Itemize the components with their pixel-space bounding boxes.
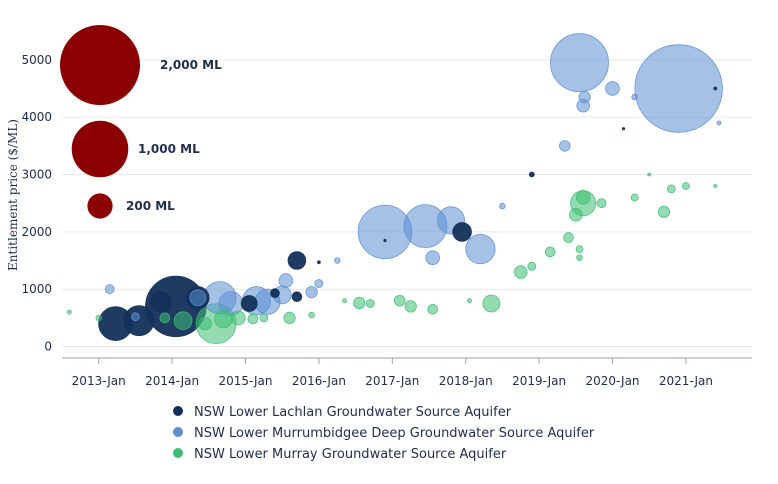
bubble-point bbox=[291, 291, 303, 303]
bubble-point bbox=[425, 250, 441, 266]
bubble-point bbox=[173, 311, 193, 331]
x-tick-label: 2013-Jan bbox=[72, 374, 126, 388]
bubble-point bbox=[104, 284, 115, 295]
y-axis-title: Entitlement price ($/ML) bbox=[6, 119, 20, 271]
bubble-point bbox=[596, 198, 607, 209]
bubble-point bbox=[528, 171, 535, 178]
bubble-point bbox=[527, 261, 537, 271]
bubble-point bbox=[269, 288, 280, 299]
bubble-point bbox=[365, 299, 375, 308]
x-tick-label: 2021-Jan bbox=[659, 374, 713, 388]
bubble-point bbox=[342, 298, 348, 304]
bubble-point bbox=[514, 265, 528, 279]
bubble-point bbox=[305, 285, 318, 299]
bubble-point bbox=[308, 311, 315, 319]
bubble-point bbox=[230, 310, 246, 326]
y-axis-ticks: 0 1000 2000 3000 4000 5000 bbox=[21, 53, 52, 354]
bubble-point bbox=[569, 207, 583, 222]
bubble-point bbox=[563, 232, 574, 243]
bubble-point bbox=[716, 120, 722, 126]
bubble-point bbox=[578, 91, 591, 104]
legend-marker bbox=[173, 448, 183, 458]
y-tick-label: 5000 bbox=[21, 53, 52, 67]
bubble-point bbox=[66, 309, 72, 315]
bubble-point bbox=[198, 316, 212, 331]
x-tick-label: 2015-Jan bbox=[218, 374, 272, 388]
bubble-point bbox=[482, 294, 501, 313]
legend-marker bbox=[173, 427, 183, 437]
bubble-point bbox=[713, 86, 718, 91]
bubble-point bbox=[394, 295, 406, 307]
bubble-point bbox=[465, 234, 496, 265]
bubble-point bbox=[575, 190, 591, 205]
size-legend-bubble bbox=[71, 120, 129, 178]
bubble-point bbox=[550, 33, 609, 93]
bubble-point bbox=[499, 202, 506, 210]
legend-label: NSW Lower Lachlan Groundwater Source Aqu… bbox=[194, 405, 512, 420]
size-legend: 2,000 ML 1,000 ML 200 ML bbox=[60, 25, 222, 219]
bubble-point bbox=[544, 246, 556, 258]
bubble-point bbox=[713, 184, 718, 188]
bubble-point bbox=[314, 279, 324, 288]
bubble-point bbox=[605, 81, 620, 96]
bubble-point bbox=[357, 204, 413, 260]
bubble-point bbox=[189, 289, 207, 307]
bubble-point bbox=[214, 309, 233, 329]
bubble-point bbox=[647, 172, 652, 177]
series-legend: NSW Lower Lachlan Groundwater Source Aqu… bbox=[173, 405, 595, 462]
legend-marker bbox=[173, 406, 183, 416]
bubble-marks bbox=[66, 33, 723, 345]
y-tick-label: 0 bbox=[44, 340, 52, 354]
size-legend-bubble bbox=[87, 193, 113, 219]
bubble-point bbox=[353, 296, 366, 310]
bubble-point bbox=[576, 254, 583, 261]
bubble-point bbox=[150, 291, 172, 313]
bubble-point bbox=[630, 193, 639, 202]
x-tick-label: 2017-Jan bbox=[365, 374, 419, 388]
bubble-point bbox=[383, 238, 387, 243]
bubble-point bbox=[631, 93, 638, 101]
bubble-point bbox=[287, 251, 307, 270]
size-legend-bubble bbox=[60, 25, 140, 105]
x-tick-label: 2018-Jan bbox=[439, 374, 493, 388]
bubble-point bbox=[123, 305, 155, 337]
y-tick-label: 1000 bbox=[21, 282, 52, 296]
legend-label: NSW Lower Murray Groundwater Source Aqui… bbox=[194, 447, 507, 462]
x-tick-label: 2020-Jan bbox=[586, 374, 640, 388]
bubble-point bbox=[427, 303, 439, 315]
bubble-point bbox=[634, 44, 723, 133]
bubble-point bbox=[278, 273, 294, 288]
bubble-point bbox=[95, 314, 102, 322]
legend-label: NSW Lower Murrumbidgee Deep Groundwater … bbox=[194, 426, 595, 441]
x-tick-label: 2014-Jan bbox=[145, 374, 199, 388]
bubble-point bbox=[575, 245, 584, 254]
y-tick-label: 4000 bbox=[21, 110, 52, 124]
bubble-point bbox=[247, 313, 259, 325]
bubble-point bbox=[316, 260, 321, 265]
bubble-point bbox=[466, 298, 472, 304]
bubble-point bbox=[404, 300, 417, 313]
bubble-point bbox=[130, 312, 140, 322]
bubble-point bbox=[240, 295, 258, 312]
bubble-point bbox=[682, 182, 690, 190]
size-legend-label: 1,000 ML bbox=[138, 142, 200, 156]
size-legend-label: 2,000 ML bbox=[160, 58, 222, 72]
x-axis-ticks: 2013-Jan 2014-Jan 2015-Jan 2016-Jan 2017-Jan… bbox=[72, 358, 713, 388]
bubble-point bbox=[657, 205, 671, 218]
y-tick-label: 2000 bbox=[21, 225, 52, 239]
bubble-point bbox=[259, 313, 269, 323]
bubble-point bbox=[621, 127, 626, 131]
x-tick-label: 2016-Jan bbox=[292, 374, 346, 388]
x-tick-label: 2019-Jan bbox=[512, 374, 566, 388]
bubble-point bbox=[159, 312, 171, 324]
bubble-point bbox=[666, 184, 676, 194]
bubble-point bbox=[334, 257, 341, 264]
bubble-point bbox=[283, 311, 296, 324]
y-tick-label: 3000 bbox=[21, 168, 52, 182]
size-legend-label: 200 ML bbox=[126, 199, 175, 213]
bubble-point bbox=[559, 140, 571, 152]
bubble-point bbox=[452, 222, 472, 242]
